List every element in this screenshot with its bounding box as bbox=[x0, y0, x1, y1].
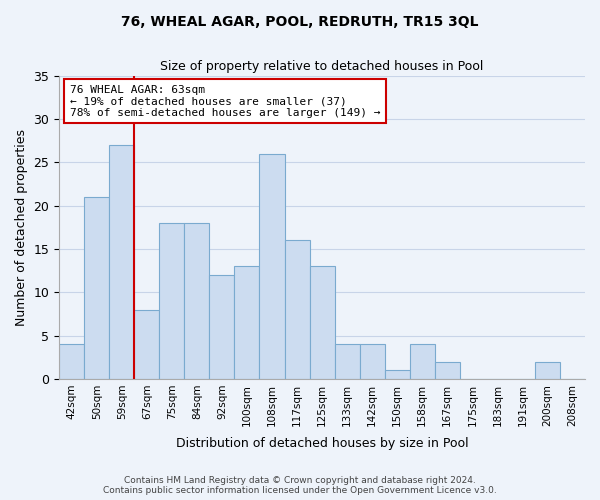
Bar bbox=[284, 240, 310, 379]
Bar bbox=[184, 223, 209, 379]
Bar bbox=[435, 362, 460, 379]
Bar bbox=[359, 344, 385, 379]
Bar bbox=[535, 362, 560, 379]
Text: 76 WHEAL AGAR: 63sqm
← 19% of detached houses are smaller (37)
78% of semi-detac: 76 WHEAL AGAR: 63sqm ← 19% of detached h… bbox=[70, 84, 380, 118]
X-axis label: Distribution of detached houses by size in Pool: Distribution of detached houses by size … bbox=[176, 437, 469, 450]
Bar bbox=[59, 344, 84, 379]
Bar bbox=[335, 344, 359, 379]
Title: Size of property relative to detached houses in Pool: Size of property relative to detached ho… bbox=[160, 60, 484, 73]
Y-axis label: Number of detached properties: Number of detached properties bbox=[15, 128, 28, 326]
Text: 76, WHEAL AGAR, POOL, REDRUTH, TR15 3QL: 76, WHEAL AGAR, POOL, REDRUTH, TR15 3QL bbox=[121, 15, 479, 29]
Bar bbox=[259, 154, 284, 379]
Bar bbox=[410, 344, 435, 379]
Text: Contains HM Land Registry data © Crown copyright and database right 2024.
Contai: Contains HM Land Registry data © Crown c… bbox=[103, 476, 497, 495]
Bar bbox=[109, 145, 134, 379]
Bar bbox=[385, 370, 410, 379]
Bar bbox=[160, 223, 184, 379]
Bar bbox=[310, 266, 335, 379]
Bar bbox=[134, 310, 160, 379]
Bar bbox=[84, 197, 109, 379]
Bar bbox=[209, 275, 235, 379]
Bar bbox=[235, 266, 259, 379]
